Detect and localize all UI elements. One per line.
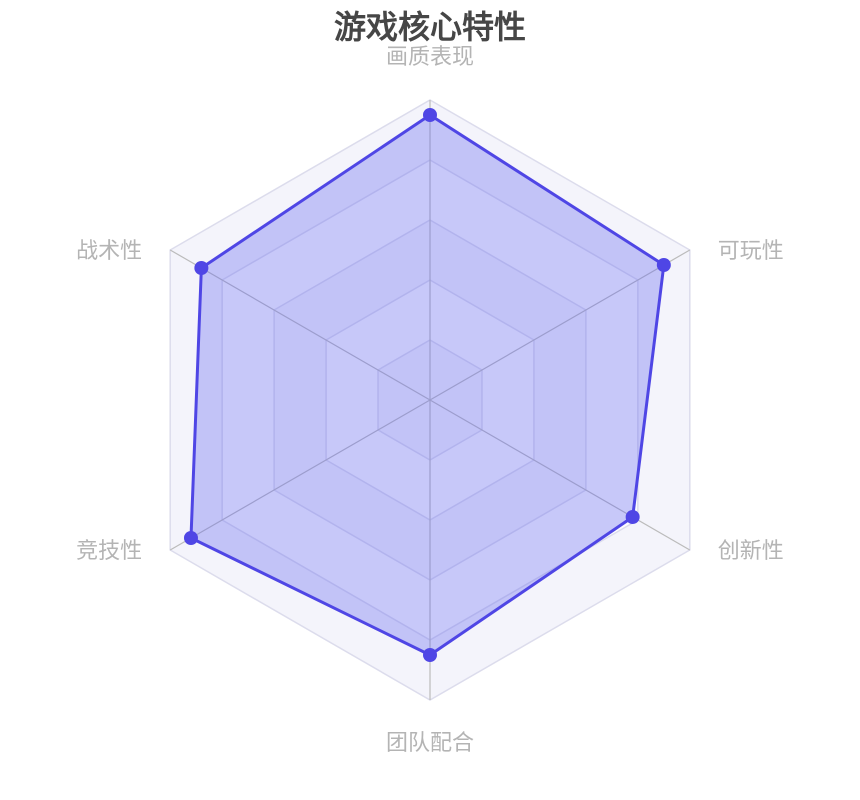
indicator-label: 战术性	[76, 239, 142, 264]
axis-line	[169, 399, 431, 551]
data-point	[625, 510, 640, 524]
indicator-label: 团队配合	[386, 731, 474, 756]
data-point	[656, 258, 671, 272]
axis-line	[429, 249, 691, 401]
indicator-label: 创新性	[718, 539, 784, 564]
indicator-label: 竞技性	[76, 539, 142, 564]
chart-title: 游戏核心特性	[333, 8, 526, 46]
indicator-label: 可玩性	[718, 239, 784, 264]
indicator-label: 画质表现	[386, 45, 474, 70]
data-point	[423, 648, 437, 662]
data-point	[423, 108, 437, 122]
data-point	[183, 531, 198, 545]
axis-line	[429, 399, 691, 551]
data-point	[194, 261, 209, 275]
axis-line	[169, 249, 431, 401]
